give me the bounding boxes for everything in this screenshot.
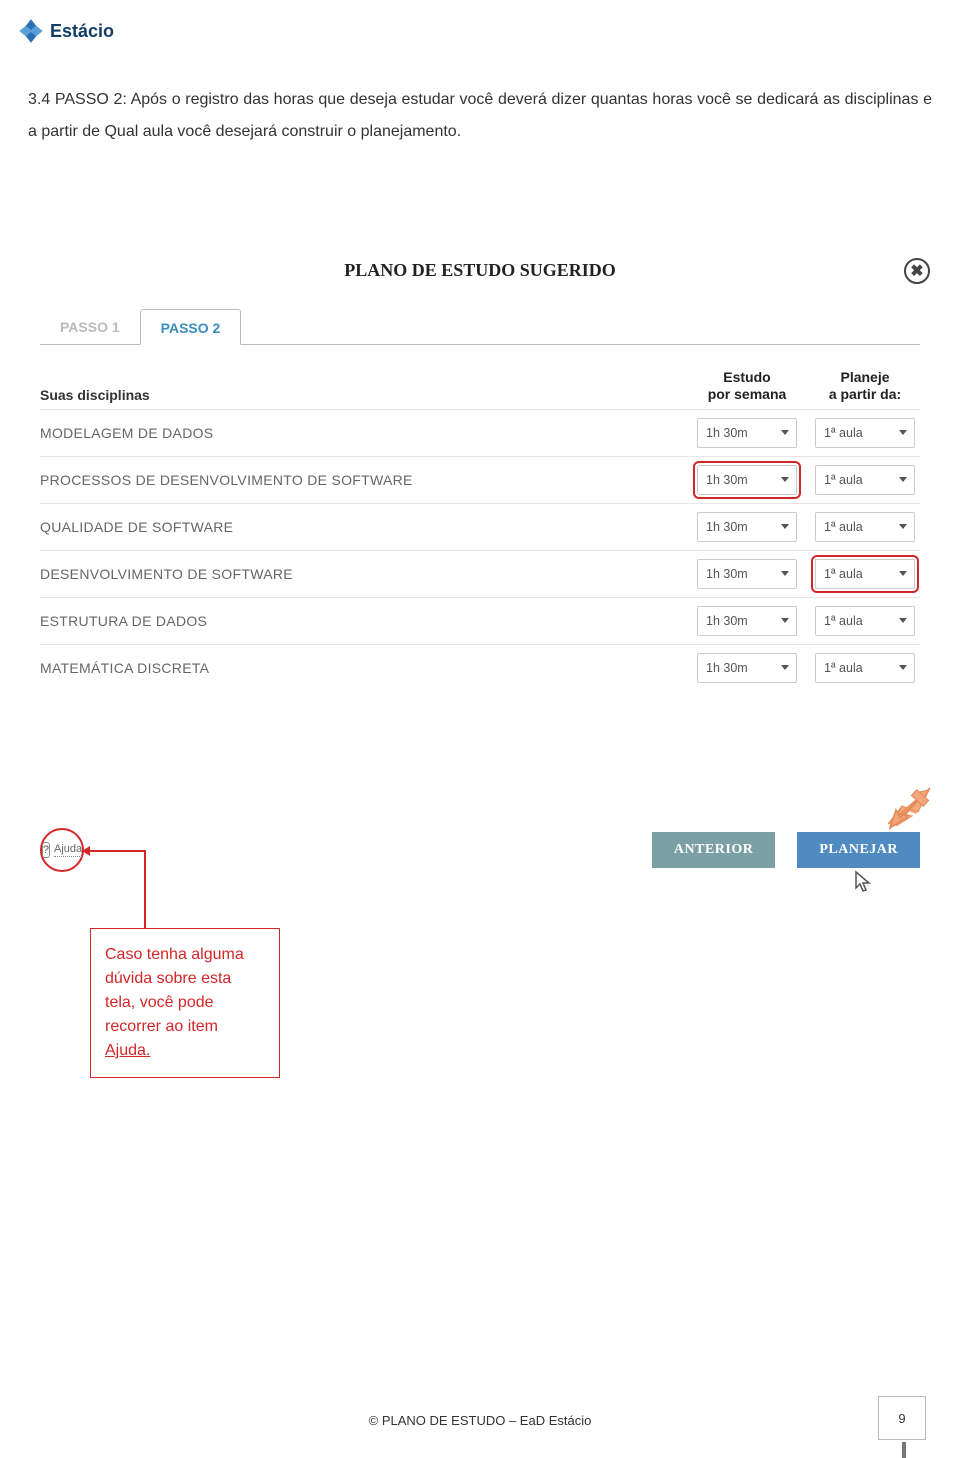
discipline-name: MATEMÁTICA DISCRETA — [40, 660, 692, 676]
study-select[interactable]: 1h 30m — [697, 418, 797, 448]
tip-line-3: tela, você pode — [105, 994, 214, 1011]
tab-passo-1[interactable]: PASSO 1 — [40, 309, 140, 344]
table-row: DESENVOLVIMENTO DE SOFTWARE 1h 30m 1ª aula — [40, 550, 920, 597]
table-row: MATEMÁTICA DISCRETA 1h 30m 1ª aula — [40, 644, 920, 691]
previous-button[interactable]: ANTERIOR — [652, 832, 775, 868]
callout-line-v — [144, 850, 146, 928]
panel-title: PLANO DE ESTUDO SUGERIDO — [344, 260, 616, 281]
help-link[interactable]: ? Ajuda — [40, 828, 84, 872]
table-row: PROCESSOS DE DESENVOLVIMENTO DE SOFTWARE… — [40, 456, 920, 503]
tip-line-4: recorrer ao item — [105, 1018, 218, 1035]
cursor-icon — [852, 870, 874, 902]
page-footer: © PLANO DE ESTUDO – EaD Estácio — [0, 1413, 960, 1428]
study-select[interactable]: 1h 30m — [697, 653, 797, 683]
estacio-logo-icon — [18, 18, 44, 44]
close-icon[interactable]: ✖ — [904, 258, 930, 284]
plan-button[interactable]: PLANEJAR — [797, 832, 920, 868]
header-planeje: Planeje a partir da: — [810, 369, 920, 403]
discipline-name: DESENVOLVIMENTO DE SOFTWARE — [40, 566, 692, 582]
plan-from-select[interactable]: 1ª aula — [815, 465, 915, 495]
plan-from-select[interactable]: 1ª aula — [815, 512, 915, 542]
footer-actions: ? Ajuda ANTERIOR PLANEJAR — [40, 828, 920, 872]
callout-line-h — [84, 850, 144, 852]
discipline-name: QUALIDADE DE SOFTWARE — [40, 519, 692, 535]
plan-from-select[interactable]: 1ª aula — [815, 418, 915, 448]
intro-paragraph: 3.4 PASSO 2: Após o registro das horas q… — [28, 84, 932, 148]
table-row: ESTRUTURA DE DADOS 1h 30m 1ª aula — [40, 597, 920, 644]
study-select[interactable]: 1h 30m — [697, 512, 797, 542]
study-select[interactable]: 1h 30m — [697, 606, 797, 636]
help-icon: ? — [42, 842, 50, 858]
discipline-name: PROCESSOS DE DESENVOLVIMENTO DE SOFTWARE — [40, 472, 692, 488]
header-disciplinas: Suas disciplinas — [40, 387, 692, 403]
tip-callout: Caso tenha alguma dúvida sobre esta tela… — [90, 928, 280, 1078]
discipline-name: MODELAGEM DE DADOS — [40, 425, 692, 441]
tip-line-2: dúvida sobre esta — [105, 970, 231, 987]
help-label: Ajuda — [54, 843, 82, 857]
tab-passo-2[interactable]: PASSO 2 — [140, 309, 242, 345]
table-row: QUALIDADE DE SOFTWARE 1h 30m 1ª aula — [40, 503, 920, 550]
footer-accent-bar — [902, 1442, 906, 1458]
study-select[interactable]: 1h 30m — [697, 559, 797, 589]
plan-from-select[interactable]: 1ª aula — [815, 559, 915, 589]
brand-logo: Estácio — [18, 18, 114, 44]
disciplines-table: Suas disciplinas Estudo por semana Plane… — [40, 363, 920, 691]
arrow-to-plan-icon — [872, 786, 932, 830]
tip-line-1: Caso tenha alguma — [105, 946, 244, 963]
page-number: 9 — [878, 1396, 926, 1440]
tab-bar: PASSO 1 PASSO 2 — [40, 309, 920, 345]
help-highlight-circle: ? Ajuda — [40, 828, 84, 872]
discipline-name: ESTRUTURA DE DADOS — [40, 613, 692, 629]
table-row: MODELAGEM DE DADOS 1h 30m 1ª aula — [40, 409, 920, 456]
plan-panel: PLANO DE ESTUDO SUGERIDO ✖ PASSO 1 PASSO… — [40, 260, 920, 691]
tip-link[interactable]: Ajuda. — [105, 1042, 150, 1059]
table-header: Suas disciplinas Estudo por semana Plane… — [40, 363, 920, 409]
plan-from-select[interactable]: 1ª aula — [815, 606, 915, 636]
header-estudo: Estudo por semana — [692, 369, 802, 403]
brand-name: Estácio — [50, 21, 114, 42]
plan-from-select[interactable]: 1ª aula — [815, 653, 915, 683]
study-select[interactable]: 1h 30m — [697, 465, 797, 495]
